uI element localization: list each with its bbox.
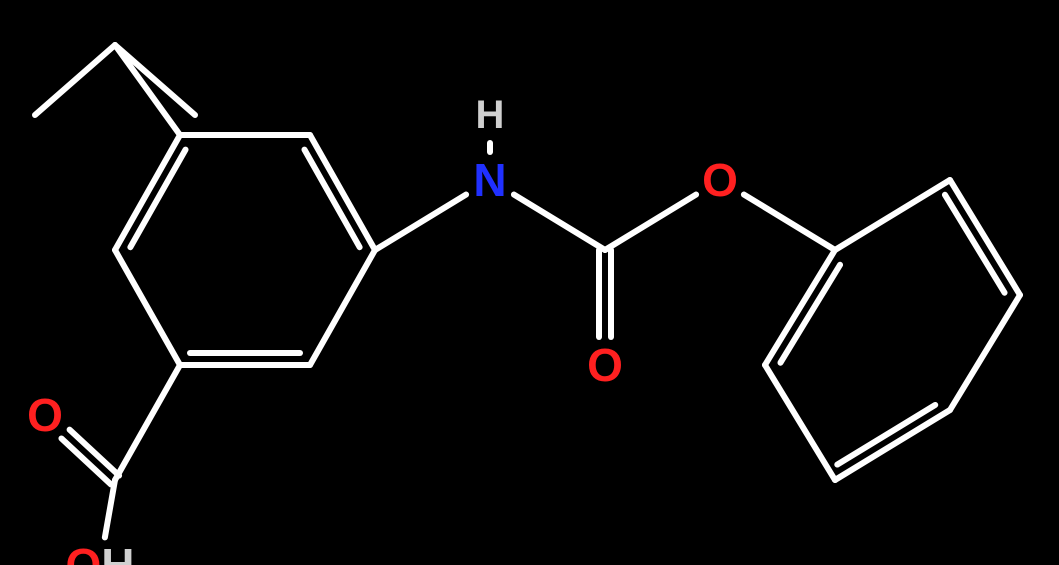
atom-label-h: H <box>476 93 505 137</box>
bond <box>304 150 359 248</box>
bond <box>514 195 605 250</box>
bond <box>945 195 1005 293</box>
bond <box>115 250 180 365</box>
bond <box>835 180 950 250</box>
atom-label-o: O <box>587 339 623 391</box>
bond <box>115 135 180 250</box>
atom-label-oh: OH <box>65 539 134 565</box>
bond <box>950 295 1020 410</box>
bond <box>780 265 840 363</box>
molecule-diagram: NH O O O OH <box>0 0 1059 565</box>
atom-label-o: O <box>27 389 63 441</box>
bond <box>765 250 835 365</box>
bond <box>950 180 1020 295</box>
bond <box>310 250 375 365</box>
atom-label-o: O <box>702 154 738 206</box>
bond <box>375 195 466 250</box>
atom-label-n: N <box>473 154 506 206</box>
bond <box>837 405 935 465</box>
bond <box>130 150 185 248</box>
bond <box>105 480 115 537</box>
bond <box>835 410 950 480</box>
bond <box>115 365 180 480</box>
bond <box>765 365 835 480</box>
bond <box>310 135 375 250</box>
bond <box>605 195 696 250</box>
bond <box>744 195 835 250</box>
bond <box>35 45 115 115</box>
